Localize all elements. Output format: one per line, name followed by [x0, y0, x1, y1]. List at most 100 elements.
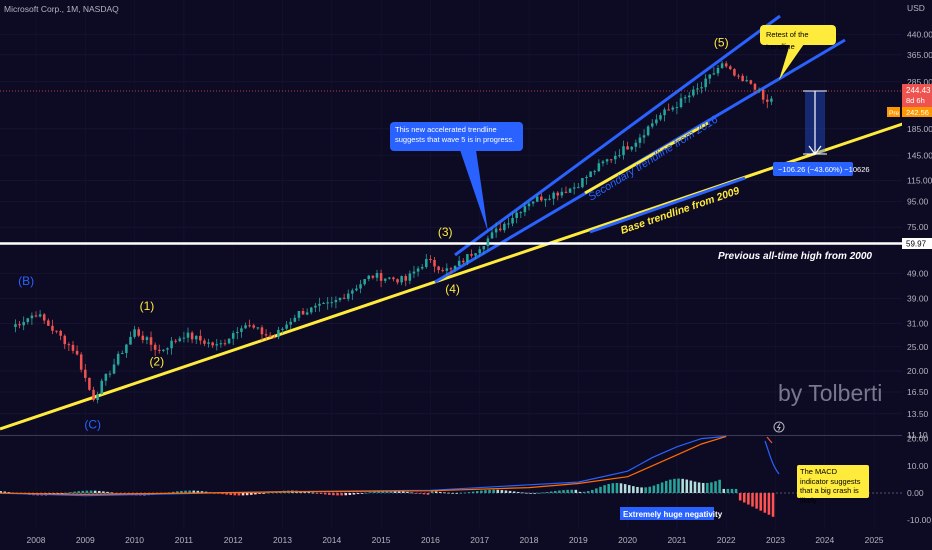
- time-tick-label: 2020: [618, 535, 637, 545]
- macd-bar: [365, 492, 368, 494]
- candle-body: [121, 353, 124, 355]
- macd-bar: [664, 480, 668, 493]
- candle-body: [720, 63, 724, 68]
- price-tick-label: 185.00: [907, 124, 932, 134]
- macd-bar: [582, 491, 586, 493]
- candle-body: [753, 83, 757, 90]
- price-tick-label: 20.00: [907, 366, 929, 376]
- candle-body: [449, 268, 453, 270]
- candle-body: [383, 278, 387, 281]
- macd-bar: [373, 491, 376, 493]
- candle-body: [84, 369, 87, 378]
- macd-bar: [685, 479, 689, 493]
- candle-body: [757, 89, 761, 91]
- candle-body: [498, 228, 502, 231]
- macd-bar: [229, 493, 233, 496]
- candle-body: [388, 277, 391, 279]
- macd-bar: [426, 493, 430, 495]
- grid: [0, 34, 902, 436]
- time-tick-label: 2017: [470, 535, 489, 545]
- candle-body: [618, 155, 621, 157]
- candle-body: [482, 246, 486, 250]
- price-tick-label: 25.00: [907, 342, 929, 352]
- candle-body: [679, 98, 683, 108]
- macd-bar: [619, 483, 623, 493]
- candle-body: [256, 327, 260, 329]
- macd-axis-labels: 20.00 10.00 0.00 -10.00: [907, 434, 931, 526]
- macd-bar: [430, 490, 434, 493]
- macd-bar: [356, 493, 360, 495]
- symbol-title[interactable]: Microsoft Corp., 1M, NASDAQ: [4, 4, 119, 14]
- candle-body: [125, 344, 128, 354]
- candle-body: [589, 171, 592, 178]
- candle-body: [227, 338, 231, 344]
- macd-bar: [180, 490, 183, 493]
- macd-bar: [599, 486, 602, 493]
- macd-bar: [718, 479, 721, 493]
- macd-bar: [410, 492, 413, 494]
- macd-bar: [65, 492, 68, 494]
- price-tick-label: 49.00: [907, 268, 929, 278]
- prev-ath-price: 59.97: [906, 240, 927, 249]
- time-axis[interactable]: [0, 530, 932, 550]
- wave-label: (2): [149, 355, 164, 369]
- candle-body: [318, 303, 321, 306]
- price-tick-label: 145.00: [907, 150, 932, 160]
- candle-body: [577, 187, 580, 189]
- candle-body: [252, 325, 256, 328]
- macd-note-text: The MACD indicator suggests that a big c…: [800, 467, 861, 505]
- macd-bar: [607, 483, 610, 493]
- candle-body: [178, 338, 182, 342]
- candle-body: [203, 340, 206, 344]
- candle-body: [556, 192, 560, 196]
- macd-bar: [344, 493, 348, 496]
- candle-body: [47, 320, 50, 326]
- candle-body: [174, 340, 177, 342]
- candle-body: [55, 330, 58, 332]
- macd-bar: [738, 493, 742, 501]
- candle-body: [507, 223, 510, 225]
- macd-bar: [97, 490, 101, 493]
- macd-bar: [459, 492, 463, 494]
- macd-bar: [89, 490, 93, 493]
- macd-bar: [381, 490, 385, 493]
- candle-body: [766, 99, 769, 102]
- candle-body: [277, 329, 280, 338]
- candle-body: [642, 135, 646, 138]
- macd-bar: [660, 482, 664, 493]
- macd-bar: [200, 491, 204, 493]
- candle-body: [141, 335, 145, 340]
- macd-bar: [693, 481, 697, 493]
- candle-body: [437, 266, 440, 271]
- candle-body: [355, 288, 358, 291]
- candle-body: [675, 107, 679, 109]
- wave-label: (4): [445, 282, 460, 296]
- candle-body: [219, 343, 223, 345]
- candle-body: [466, 254, 469, 263]
- candle-body: [601, 161, 605, 164]
- macd-bar: [480, 490, 483, 493]
- candle-body: [696, 88, 699, 90]
- candle-body: [100, 380, 104, 395]
- candle-body: [379, 273, 383, 281]
- macd-bar: [771, 493, 775, 517]
- candle-body: [630, 146, 633, 150]
- macd-bar: [315, 493, 319, 494]
- candle-body: [659, 115, 662, 120]
- macd-bar: [467, 492, 471, 493]
- candle-body: [145, 337, 149, 340]
- macd-bar: [188, 490, 191, 493]
- candle-body: [404, 276, 408, 281]
- candle-body: [359, 284, 362, 289]
- candle-body: [14, 324, 17, 327]
- macd-bar: [106, 491, 109, 493]
- price-axis-labels: 440.00 365.00 285.00 185.00 145.00 115.00 95.0…: [907, 30, 932, 441]
- candle-body: [519, 212, 523, 214]
- candle-body: [223, 343, 227, 345]
- candle-body: [511, 217, 514, 224]
- candle-body: [548, 198, 551, 200]
- retest-callout: Retest of the trendline: [760, 25, 836, 51]
- callout-pointer: [460, 150, 488, 232]
- macd-bar: [697, 482, 701, 493]
